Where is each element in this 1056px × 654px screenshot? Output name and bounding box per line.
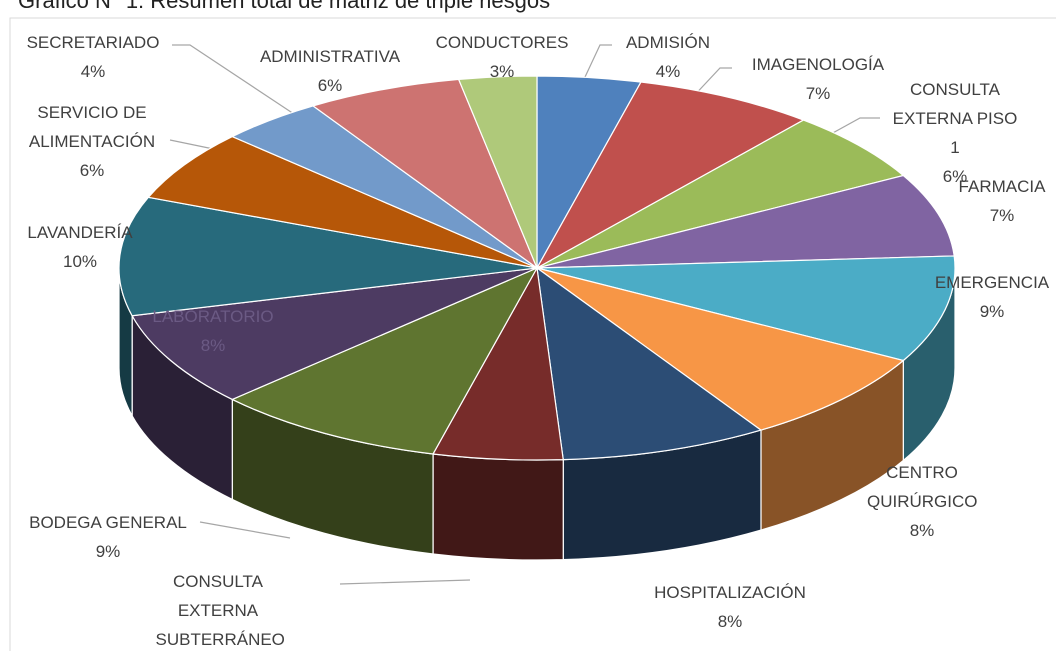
value-label: 8% <box>909 521 935 540</box>
side-walls <box>118 267 956 561</box>
category-label: CONDUCTORES <box>435 33 569 52</box>
slice <box>536 267 905 431</box>
slice <box>536 174 955 269</box>
data-label: SERVICIO DE ALIMENTACIÓN 6% <box>2 98 182 185</box>
value-label: 6% <box>317 76 343 95</box>
data-label: IMAGENOLOGÍA 7% <box>718 50 918 108</box>
chart-title: Gráfico N° 1: Resumen total de matriz de… <box>18 0 551 13</box>
slice <box>131 267 538 401</box>
category-label: CENTRO QUIRÚRGICO <box>867 463 978 511</box>
category-label: LAVANDERÍA <box>27 223 133 242</box>
value-label: 3% <box>489 62 515 81</box>
data-label: CONSULTA EXTERNA PISO 1 6% <box>890 75 1020 191</box>
slice <box>147 135 538 269</box>
chart-frame <box>9 17 1056 651</box>
data-label: SECRETARIADO 4% <box>3 28 183 86</box>
slice-side <box>432 453 564 561</box>
value-label: 6% <box>942 167 968 186</box>
slice <box>118 196 538 317</box>
slice <box>311 78 539 270</box>
value-label: 6% <box>79 161 105 180</box>
category-label: FARMACIA <box>958 177 1046 196</box>
top-faces <box>118 75 956 461</box>
slice <box>535 81 805 270</box>
data-label: CONSULTA EXTERNA SUBTERRÁNEO <box>155 567 285 654</box>
value-label: 8% <box>717 612 743 631</box>
data-label: BODEGA GENERAL 9% <box>8 508 208 566</box>
category-label: BODEGA GENERAL <box>29 513 187 532</box>
category-label: ADMINISTRATIVA <box>259 47 401 66</box>
value-label: 10% <box>62 252 98 271</box>
data-label: CENTRO QUIRÚRGICO 8% <box>867 458 978 545</box>
category-label: CONSULTA EXTERNA PISO 1 <box>892 80 1018 157</box>
category-label: EMERGENCIA <box>934 273 1050 292</box>
slice <box>536 255 956 362</box>
data-label: ADMINISTRATIVA 6% <box>230 42 430 100</box>
data-label: HOSPITALIZACIÓN 8% <box>630 578 830 636</box>
slice <box>536 266 763 461</box>
category-label: CONSULTA EXTERNA SUBTERRÁNEO <box>155 572 285 649</box>
value-label: 9% <box>95 542 121 561</box>
data-label: LAVANDERÍA 10% <box>0 218 160 276</box>
data-label: FARMACIA 7% <box>942 172 1056 230</box>
data-label: CONDUCTORES 3% <box>402 28 602 86</box>
data-label: EMERGENCIA 9% <box>922 268 1056 326</box>
data-label: LABORATORIO 8% <box>133 302 293 360</box>
category-label: IMAGENOLOGÍA <box>751 55 885 74</box>
value-label: 4% <box>655 62 681 81</box>
data-label: ADMISIÓN 4% <box>568 28 768 86</box>
slice <box>230 266 539 455</box>
slice <box>536 119 905 269</box>
category-label: LABORATORIO <box>152 307 274 326</box>
category-label: ADMISIÓN <box>625 33 711 52</box>
value-label: 7% <box>989 206 1015 225</box>
value-label: 4% <box>80 62 106 81</box>
category-label: SECRETARIADO <box>26 33 160 52</box>
slice <box>457 75 538 269</box>
value-label: 7% <box>805 84 831 103</box>
value-label: 9% <box>979 302 1005 321</box>
category-label: HOSPITALIZACIÓN <box>654 583 806 602</box>
value-label: 8% <box>200 336 226 355</box>
category-label: SERVICIO DE ALIMENTACIÓN <box>28 103 156 151</box>
